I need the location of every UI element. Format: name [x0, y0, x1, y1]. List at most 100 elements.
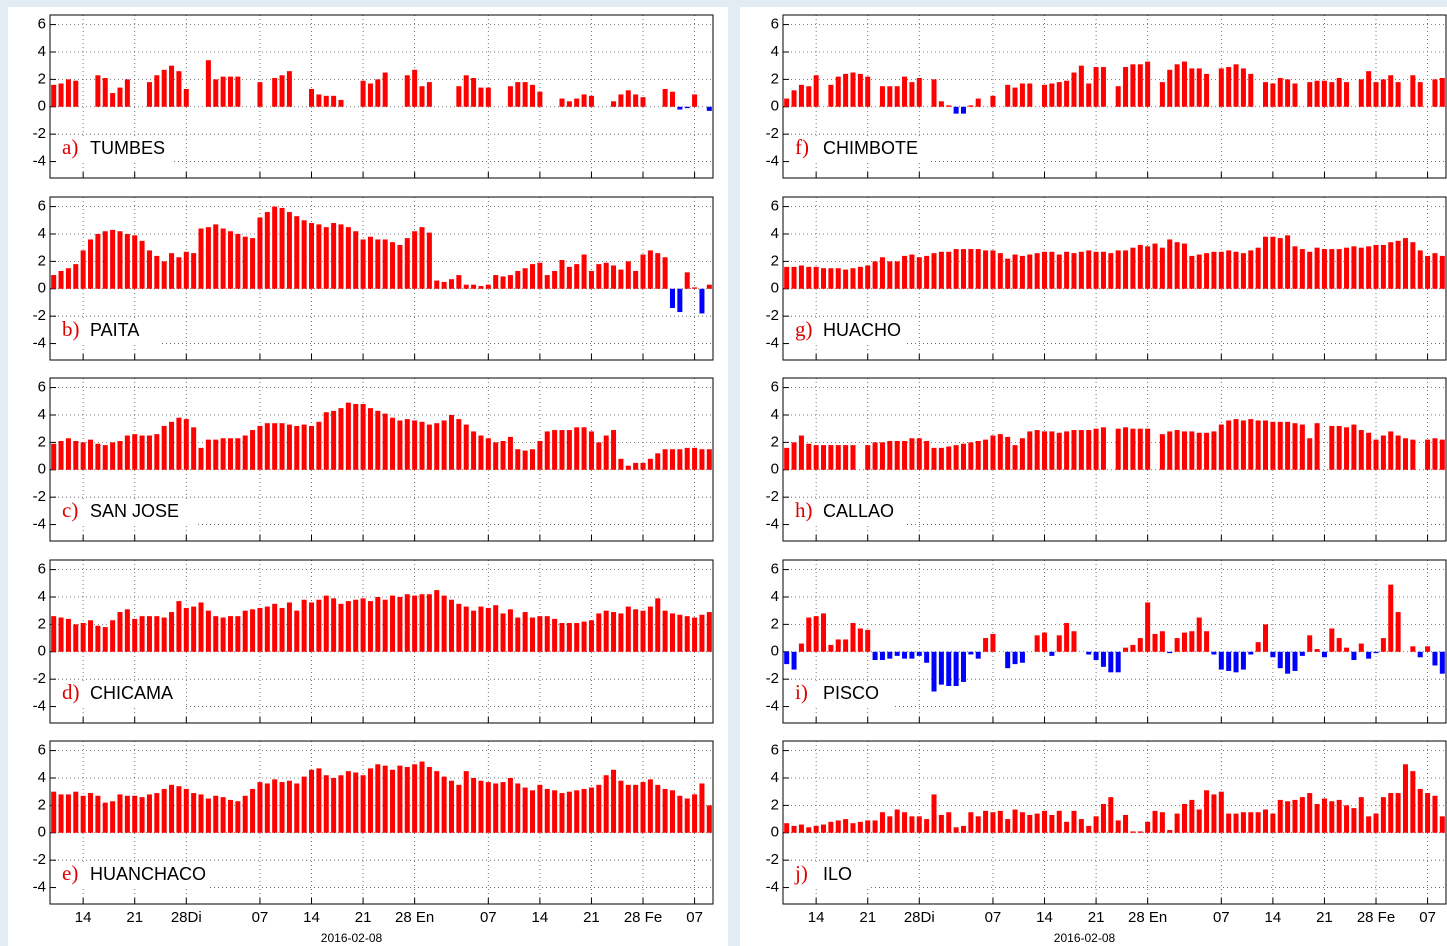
bar: [139, 435, 145, 470]
bar: [1226, 420, 1232, 470]
bar: [1137, 428, 1143, 470]
x-tick-label: 21: [1316, 909, 1333, 926]
bar: [916, 816, 922, 833]
bar: [161, 617, 167, 652]
bar: [1181, 804, 1187, 833]
panel-label-bg: [58, 681, 186, 708]
bar: [559, 430, 565, 470]
bar: [611, 265, 617, 289]
bar: [798, 435, 804, 470]
bar: [537, 91, 543, 107]
panel-name: PISCO: [823, 683, 879, 703]
bar: [1432, 79, 1438, 107]
bar: [294, 425, 300, 470]
bar: [916, 78, 922, 107]
bar: [1321, 80, 1327, 107]
bar: [968, 812, 974, 833]
bar: [1181, 243, 1187, 289]
bar: [887, 816, 893, 833]
bar: [1380, 435, 1386, 470]
bar: [65, 438, 71, 470]
bar: [205, 60, 211, 107]
bar: [478, 286, 484, 289]
bar: [699, 614, 705, 652]
bar: [1034, 253, 1040, 289]
y-tick-label: -4: [766, 153, 779, 170]
panel-letter: a): [62, 135, 78, 159]
bar: [1402, 764, 1408, 833]
bar: [1093, 651, 1099, 660]
bar: [1019, 812, 1025, 833]
bar: [669, 613, 675, 652]
bar: [1329, 425, 1335, 470]
bar: [1049, 83, 1055, 107]
bar: [1277, 651, 1283, 669]
bar: [1056, 432, 1062, 470]
bar: [169, 612, 175, 652]
bar: [1159, 434, 1165, 470]
bar: [706, 449, 712, 470]
bar: [1100, 67, 1106, 107]
bar: [1336, 638, 1342, 652]
bar: [448, 414, 454, 470]
bar: [1196, 254, 1202, 289]
bar: [975, 816, 981, 833]
bar: [1123, 67, 1129, 107]
bar: [139, 616, 145, 652]
bar: [1012, 254, 1018, 289]
bar: [1211, 794, 1217, 833]
bar: [235, 438, 241, 470]
bar: [183, 419, 189, 470]
bar: [1233, 64, 1239, 107]
bar: [471, 610, 477, 652]
bar: [684, 106, 690, 109]
bar: [1417, 788, 1423, 833]
bar: [798, 84, 804, 107]
bar: [257, 217, 263, 289]
y-tick-label: -2: [33, 307, 46, 324]
bar: [146, 250, 152, 289]
bar: [1285, 421, 1291, 470]
bar: [975, 249, 981, 289]
bar: [1167, 431, 1173, 470]
bar: [1299, 424, 1305, 470]
bar: [1137, 638, 1143, 652]
x-tick-label: 21: [859, 909, 876, 926]
x-tick-label: 14: [1265, 909, 1282, 926]
bar: [655, 784, 661, 833]
bar: [367, 601, 373, 652]
bar: [426, 767, 432, 833]
bar: [1071, 430, 1077, 470]
bar: [441, 776, 447, 833]
bar: [1366, 246, 1372, 289]
bar: [1204, 432, 1210, 470]
bar: [360, 775, 366, 833]
panel-label-bg: [791, 136, 931, 163]
bar: [813, 616, 819, 652]
panel-label-bg: [58, 318, 162, 345]
x-tick-label: 07: [686, 909, 703, 926]
bar: [574, 427, 580, 470]
bar: [784, 266, 790, 289]
bar: [124, 79, 130, 107]
bar: [73, 264, 79, 289]
bar: [850, 823, 856, 833]
bar: [791, 651, 797, 670]
bar: [677, 795, 683, 833]
bar: [345, 227, 351, 289]
bar: [1086, 825, 1092, 833]
bar: [110, 93, 116, 107]
bar: [117, 441, 123, 470]
bar: [1204, 631, 1210, 652]
bar: [1344, 82, 1350, 107]
bar: [309, 88, 315, 107]
y-tick-label: 2: [38, 796, 46, 813]
bar: [1086, 430, 1092, 470]
bar: [1425, 793, 1431, 833]
bar: [1432, 253, 1438, 289]
bar: [323, 595, 329, 652]
bar: [1277, 799, 1283, 833]
bar: [1174, 430, 1180, 470]
y-tick-label: 0: [38, 643, 46, 660]
bar: [1395, 240, 1401, 289]
